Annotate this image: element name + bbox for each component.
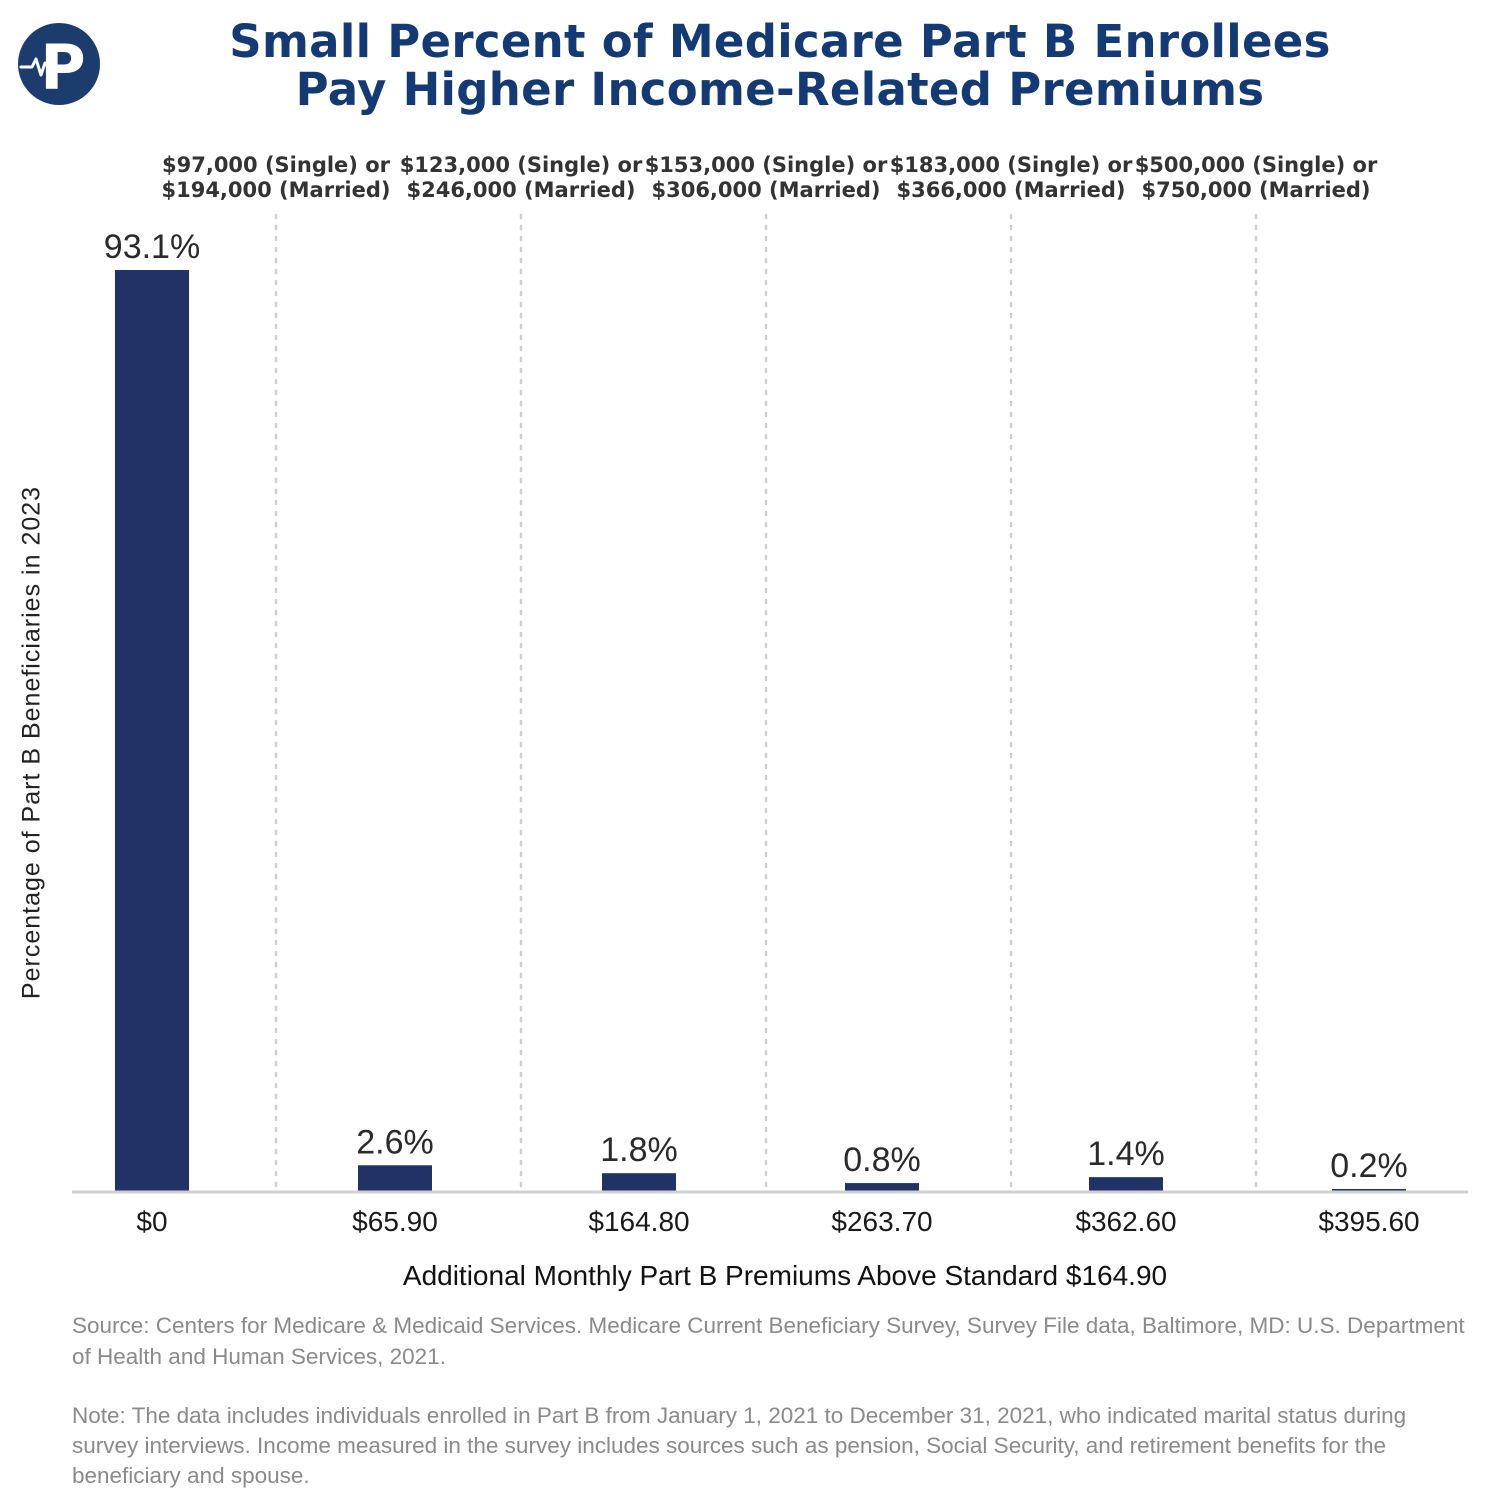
threshold-label-5: $500,000 (Single) or $750,000 (Married) xyxy=(1135,153,1378,202)
category-label-5: $362.60 xyxy=(1075,1206,1176,1237)
value-label-5: 1.4% xyxy=(1087,1135,1165,1173)
bar-6 xyxy=(1332,1189,1406,1191)
value-label-4: 0.8% xyxy=(843,1141,921,1179)
bar-5 xyxy=(1089,1177,1163,1191)
value-label-1: 93.1% xyxy=(104,228,200,266)
bar-3 xyxy=(602,1173,676,1191)
value-label-3: 1.8% xyxy=(600,1131,678,1169)
source-note: Source: Centers for Medicare & Medicaid … xyxy=(72,1313,1465,1369)
value-label-2: 2.6% xyxy=(356,1123,434,1161)
threshold-label-1: $97,000 (Single) or $194,000 (Married) xyxy=(161,153,390,202)
category-label-4: $263.70 xyxy=(831,1206,932,1237)
category-label-6: $395.60 xyxy=(1318,1206,1419,1237)
x-axis-label: Additional Monthly Part B Premiums Above… xyxy=(402,1260,1168,1291)
category-label-2: $65.90 xyxy=(352,1206,438,1237)
bar-1 xyxy=(115,270,189,1191)
chart-title: Small Percent of Medicare Part B Enrolle… xyxy=(120,18,1440,114)
footnote: Note: The data includes individuals enro… xyxy=(72,1403,1407,1488)
threshold-label-2: $123,000 (Single) or $246,000 (Married) xyxy=(400,153,643,202)
logo: P xyxy=(18,23,100,105)
bar-2 xyxy=(358,1165,432,1191)
threshold-label-3: $153,000 (Single) or $306,000 (Married) xyxy=(645,153,888,202)
category-label-1: $0 xyxy=(136,1206,167,1237)
bar-4 xyxy=(845,1183,919,1191)
chart-title-line-1: Small Percent of Medicare Part B Enrolle… xyxy=(229,15,1331,68)
threshold-label-4: $183,000 (Single) or $366,000 (Married) xyxy=(890,153,1133,202)
value-label-6: 0.2% xyxy=(1330,1147,1408,1185)
chart-title-line-2: Pay Higher Income-Related Premiums xyxy=(295,63,1265,116)
y-axis-label: Percentage of Part B Beneficiaries in 20… xyxy=(17,485,46,1000)
category-label-3: $164.80 xyxy=(588,1206,689,1237)
chart-plot: $97,000 (Single) or $194,000 (Married)$12… xyxy=(72,153,1468,1237)
